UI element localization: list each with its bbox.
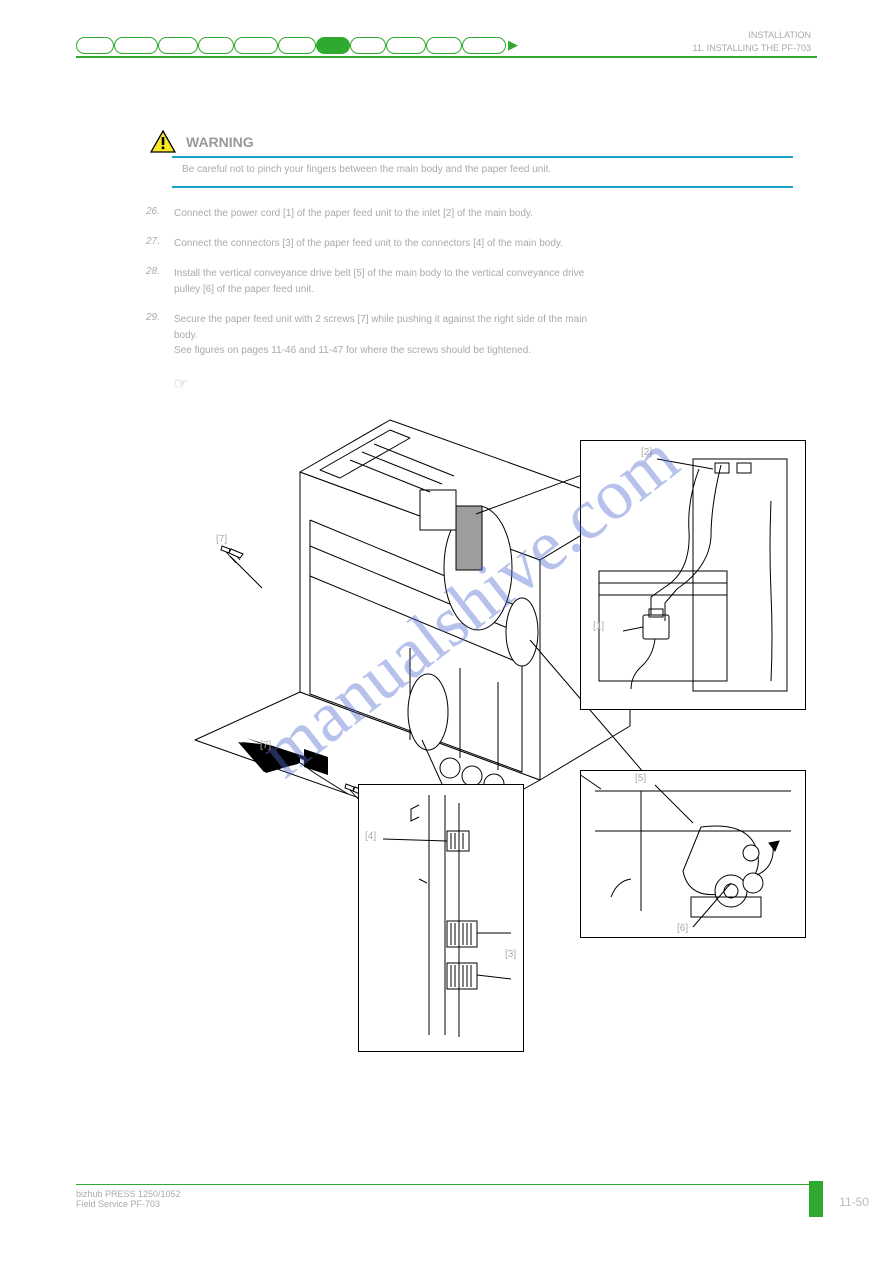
warning-text: Be careful not to pinch your fingers bet… [182,164,551,175]
warning-block: WARNING [150,130,793,153]
bc-capsule[interactable] [234,37,278,54]
callout-label: [1] [593,621,604,632]
step-number: 27. [146,236,160,247]
technical-figure: [7] [7] [2 [120,400,820,1060]
figure-detail-bottom-right: [5] [6] [580,770,806,938]
page-tab [809,1181,823,1217]
warning-label: WARNING [186,134,254,150]
step-number: 26. [146,206,160,217]
header-chapter: 11. INSTALLING THE PF-703 [692,43,811,54]
bc-capsule[interactable] [114,37,158,54]
bc-capsule[interactable] [462,37,506,54]
bc-capsule[interactable] [76,37,114,54]
callout-label: [7] [260,740,271,751]
bc-capsule[interactable] [278,37,316,54]
header-rule [76,56,817,58]
warning-rule-bottom [172,186,793,188]
callout-label: [6] [677,923,688,934]
header-meta: INSTALLATION 11. INSTALLING THE PF-703 [692,30,811,55]
breadcrumb-arrow: ▶ [508,37,518,53]
pointer-hand-icon: ☞ [174,374,188,394]
callout-label: [5] [635,773,646,784]
bc-capsule[interactable] [386,37,426,54]
header-category: INSTALLATION [692,30,811,41]
bc-capsule[interactable] [198,37,234,54]
step-number: 29. [146,312,160,323]
warning-rule-top [172,156,793,158]
step-text: Secure the paper feed unit with 2 screws… [174,312,587,359]
warning-icon [150,130,176,153]
callout-label: [7] [216,534,227,545]
bc-capsule[interactable] [426,37,462,54]
figure-detail-top-right: [2] [1] [580,440,806,710]
callout-label: [3] [505,949,516,960]
step-number: 28. [146,266,160,277]
step-text: Install the vertical conveyance drive be… [174,266,584,297]
bc-capsule[interactable] [158,37,198,54]
step-text: Connect the power cord [1] of the paper … [174,206,533,222]
step-text: Connect the connectors [3] of the paper … [174,236,563,252]
bc-capsule[interactable] [350,37,386,54]
footer-rule [76,1184,817,1186]
figure-detail-center-bottom: [4] [3] [358,784,524,1052]
breadcrumb-capsules: ▶ [76,37,518,54]
bc-capsule-active[interactable] [316,37,350,54]
footer-left: bizhub PRESS 1250/1052 Field Service PF-… [76,1189,181,1209]
page-number: 11-50 [829,1195,869,1209]
callout-label: [4] [365,831,376,842]
